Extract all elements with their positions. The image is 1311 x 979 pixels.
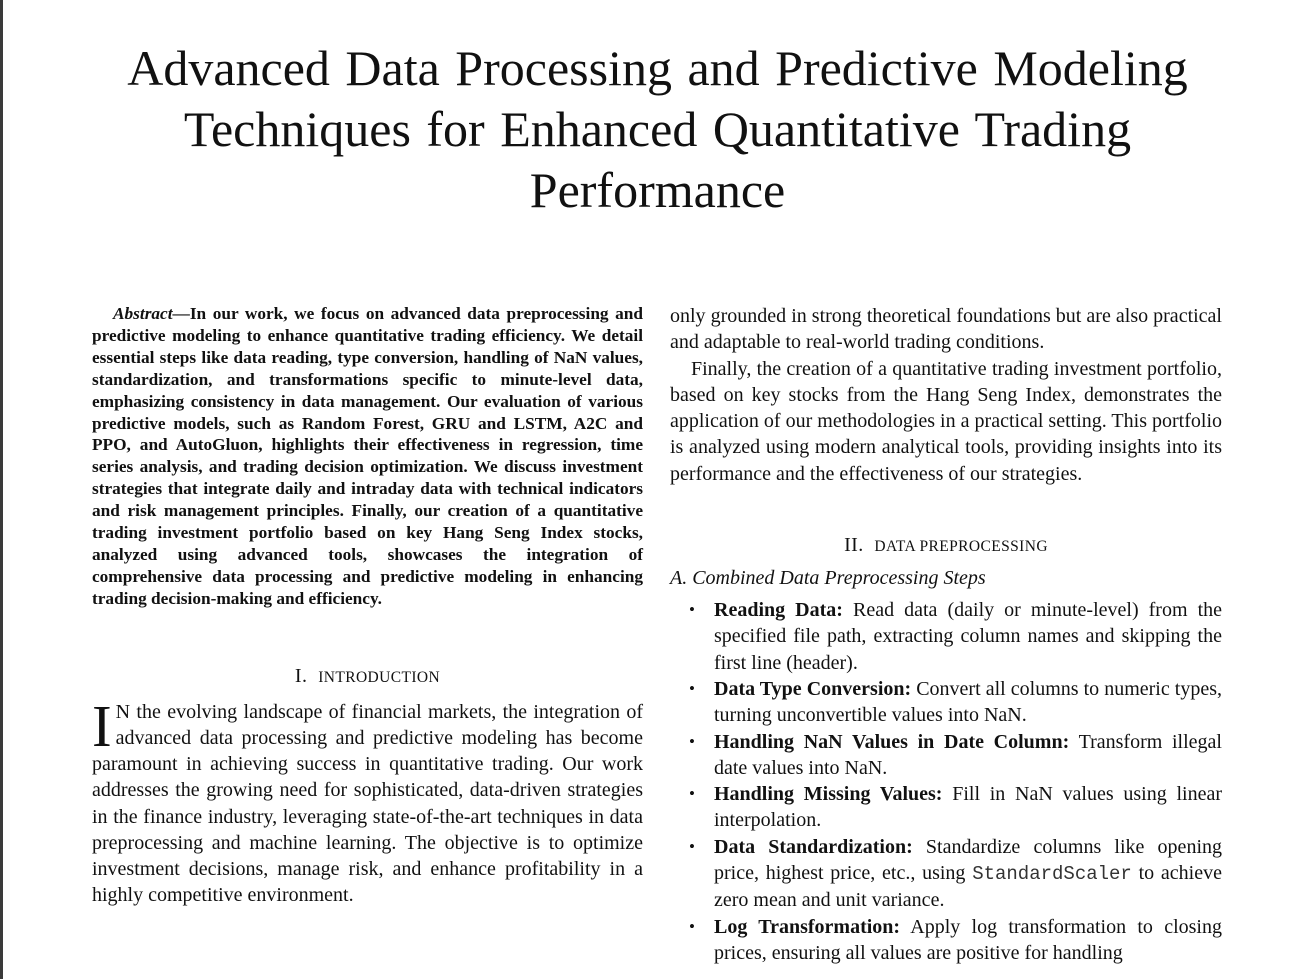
step-term: Handling NaN Values in Date Column: — [714, 730, 1070, 753]
section-numeral: II. — [844, 534, 864, 557]
paper-title: Advanced Data Processing and Predictive … — [127, 40, 1188, 218]
step-text: Fill in NaN values using linear interpol… — [714, 783, 1222, 832]
section-title: Data Preprocessing — [874, 538, 1048, 556]
bullet-icon: • — [689, 836, 695, 856]
bullet-icon: • — [689, 678, 695, 698]
section-heading-introduction: I. Introduction — [92, 663, 643, 689]
continuation-paragraph: only grounded in strong theoretical foun… — [670, 305, 1222, 354]
right-column: only grounded in strong theoretical foun… — [670, 303, 1222, 966]
section-title: Introduction — [318, 668, 441, 686]
abstract: Abstract—In our work, we focus on advanc… — [92, 303, 643, 610]
list-item: • Handling NaN Values in Date Column: Tra… — [670, 729, 1222, 782]
step-term: Handling Missing Values: — [714, 783, 943, 806]
step-text: Standardize columns like opening price, … — [714, 835, 1222, 885]
step-term: Log Transformation: — [714, 915, 901, 938]
bullet-icon: • — [689, 784, 695, 804]
step-text: Apply log transformation to closing pric… — [714, 915, 1222, 964]
page-edge-rule — [0, 0, 3, 979]
section-heading-data-preprocessing: II. Data Preprocessing — [670, 525, 1222, 565]
portfolio-paragraph: Finally, the creation of a quantitative … — [670, 357, 1222, 485]
introduction-text: N the evolving landscape of financial ma… — [92, 700, 643, 907]
list-item: • Handling Missing Values: Fill in NaN va… — [670, 781, 1222, 834]
list-item: • Data Type Conversion: Convert all colum… — [670, 676, 1222, 729]
bullet-icon: • — [689, 916, 695, 936]
step-text: Read data (daily or minute-level) from t… — [714, 599, 1223, 674]
step-term: Data Type Conversion: — [714, 677, 912, 700]
step-text-continued: to achieve zero mean and unit variance. — [714, 862, 1222, 912]
subsection-heading: A. Combined Data Preprocessing Steps — [670, 567, 986, 590]
step-term: Data Standardization: — [714, 835, 913, 858]
bullet-icon: • — [689, 600, 695, 620]
left-column: Abstract—In our work, we focus on advanc… — [92, 303, 643, 908]
abstract-text: In our work, we focus on advanced data p… — [92, 304, 643, 608]
abstract-dash: — — [172, 304, 190, 323]
step-text: Transform illegal date values into NaN. — [714, 730, 1222, 779]
list-item: • Data Standardization: Standardize colum… — [670, 834, 1222, 914]
drop-cap: I — [92, 692, 112, 759]
abstract-label: Abstract — [113, 304, 173, 323]
list-item: • Reading Data: Read data (daily or minut… — [670, 597, 1222, 676]
step-term: Reading Data: — [714, 599, 843, 622]
section-numeral: I. — [294, 664, 308, 687]
code-identifier: StandardScaler — [972, 863, 1132, 886]
list-item: • Log Transformation: Apply log transform… — [670, 914, 1222, 967]
step-text: Convert all columns to numeric types, tu… — [714, 677, 1222, 727]
preprocessing-steps-list: • Reading Data: Read data (daily or minut… — [670, 597, 1222, 966]
bullet-icon: • — [689, 731, 695, 751]
